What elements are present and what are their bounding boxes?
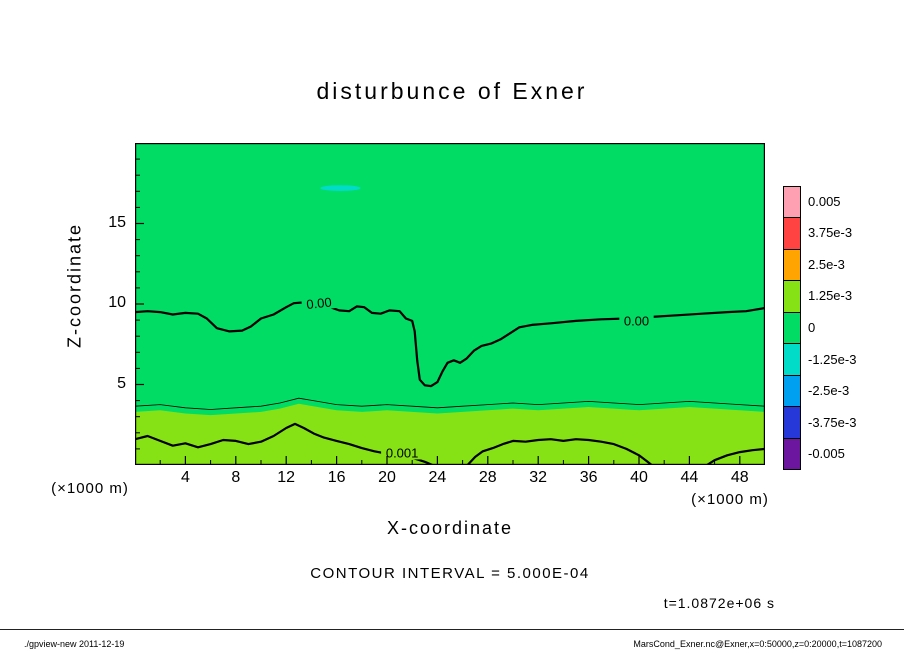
colorbar-tick-label: -2.5e-3 <box>808 383 850 399</box>
footer-program-info: ./gpview-new 2011-12-19 <box>24 639 125 649</box>
svg-text:0.00: 0.00 <box>624 313 649 328</box>
x-tick-label: 36 <box>579 469 598 486</box>
colorbar-segment <box>784 311 800 344</box>
contour-plot: 0.00 0.00 0.001 <box>135 143 765 465</box>
colorbar <box>783 186 801 470</box>
plot-frame <box>135 143 765 465</box>
colorbar-segment <box>784 437 800 469</box>
z-tick-label: 15 <box>108 213 126 231</box>
contour-label: 0.00 <box>619 313 654 328</box>
z-tick-label: 10 <box>108 294 126 311</box>
x-axis-unit-right: (×1000 m) <box>691 491 769 508</box>
contour-label: 0.001 <box>381 445 424 460</box>
time-annotation: t=1.0872e+06 s <box>663 595 775 611</box>
colorbar-tick-label: -3.75e-3 <box>808 414 857 430</box>
x-tick-label: 24 <box>428 469 447 486</box>
contour-line-0.0005 <box>135 397 765 410</box>
colorbar-tick-label: 0 <box>808 320 816 335</box>
x-tick-label: 28 <box>478 469 497 486</box>
svg-text:0.00: 0.00 <box>306 294 333 312</box>
footer-divider <box>0 629 904 630</box>
x-tick-label: 12 <box>277 469 296 486</box>
colorbar-tick-label: 0.005 <box>808 193 841 209</box>
x-tick-label: 48 <box>730 469 749 486</box>
x-axis-unit-left: (×1000 m) <box>51 480 129 497</box>
svg-text:0.001: 0.001 <box>386 445 419 460</box>
x-axis-label: X-coordinate <box>386 518 514 538</box>
x-tick-label: 20 <box>378 469 396 486</box>
x-tick-label: 44 <box>680 469 699 486</box>
colorbar-segment <box>784 280 800 312</box>
colorbar-segment <box>784 406 800 438</box>
colorbar-segment <box>784 374 800 407</box>
x-tick-label: 8 <box>231 469 241 486</box>
x-tick-label: 4 <box>180 469 190 486</box>
plot-title: disturbunce of Exner <box>316 78 588 104</box>
colorbar-segment <box>784 343 800 375</box>
contour-line-0.001 <box>705 447 765 465</box>
negative-anomaly-patch <box>320 185 361 191</box>
colorbar-tick-label: 1.25e-3 <box>808 288 853 304</box>
z-axis-label: Z-coordinate <box>64 222 85 349</box>
colorbar-segment <box>784 217 800 249</box>
footer-file-info: MarsCond_Exner.nc@Exner,x=0:50000,z=0:20… <box>633 639 882 649</box>
colorbar-tick-label: -1.25e-3 <box>808 351 857 367</box>
z-tick-label: 5 <box>117 374 126 392</box>
contour-interval-text: CONTOUR INTERVAL = 5.000E-04 <box>310 565 590 582</box>
colorbar-segment <box>784 248 800 281</box>
colorbar-segment <box>784 187 800 218</box>
colorbar-tick-label: 2.5e-3 <box>808 256 845 272</box>
colorbar-tick-label: 3.75e-3 <box>808 225 853 241</box>
colorbar-tick-label: -0.005 <box>808 446 845 462</box>
contour-line-0.001 <box>466 438 653 465</box>
x-tick-label: 32 <box>529 469 548 486</box>
x-tick-label: 40 <box>630 469 648 486</box>
surface-band-fill <box>135 403 765 465</box>
x-tick-label: 16 <box>327 469 346 486</box>
contour-label: 0.00 <box>301 294 337 312</box>
contour-line-0 <box>135 301 765 388</box>
